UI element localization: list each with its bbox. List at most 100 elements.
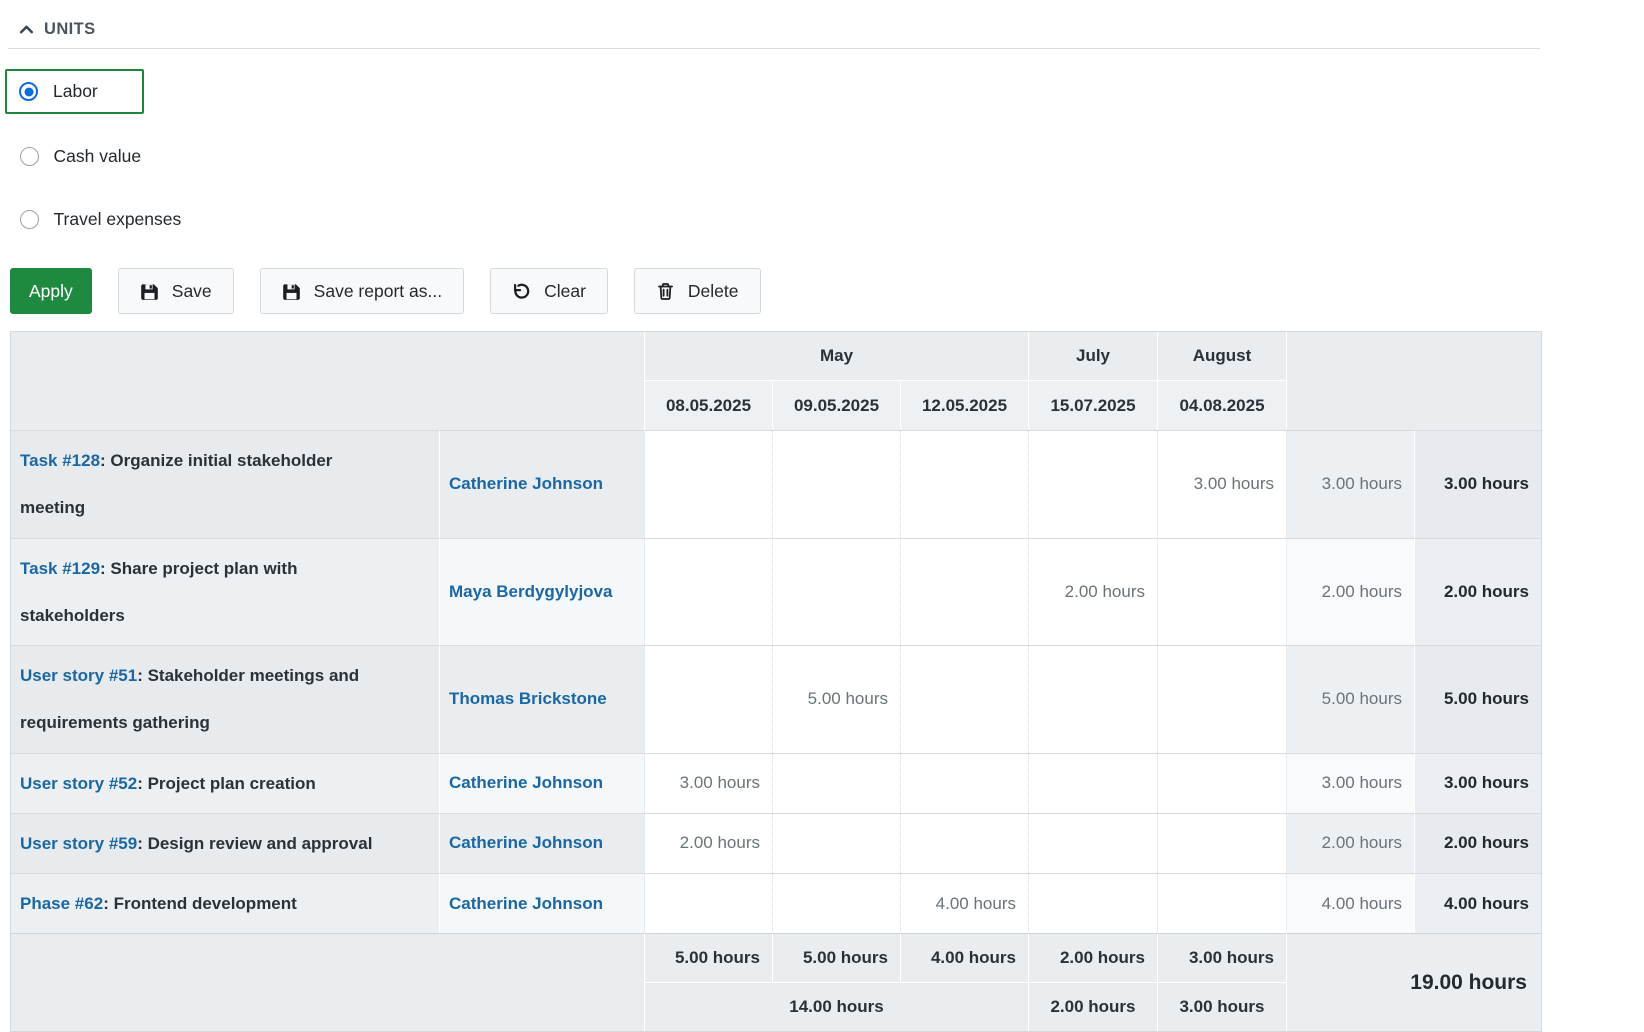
radio-cash-value[interactable] [19, 147, 39, 166]
radio-label-cash-value: Cash value [53, 146, 142, 166]
row-subtotal: 4.00 hours [1286, 873, 1414, 934]
assignee-link[interactable]: Catherine Johnson [449, 773, 603, 793]
radio-label-travel-expenses: Travel expenses [53, 209, 182, 229]
hours-cell: 2.00 hours [1028, 537, 1157, 645]
save-icon [140, 282, 159, 301]
hours-cell: 3.00 hours [1157, 430, 1286, 538]
entry-title: : Design review and approval [137, 833, 373, 853]
radio-option-cash-value[interactable]: Cash value [19, 136, 1644, 177]
hours-cell [772, 430, 900, 538]
save-as-icon [282, 282, 301, 301]
focus-ring: Labor [5, 69, 144, 114]
units-section-title: UNITS [44, 20, 96, 38]
monthly-total-july: 2.00 hours [1028, 982, 1157, 1032]
assignee-link[interactable]: Catherine Johnson [449, 474, 603, 494]
date-header: 15.07.2025 [1028, 380, 1157, 430]
date-header: 08.05.2025 [644, 380, 772, 430]
month-header-august: August [1157, 332, 1286, 380]
units-radio-group: Labor Cash value Travel expenses [5, 69, 1644, 240]
row-total: 3.00 hours [1414, 752, 1541, 813]
hours-cell: 4.00 hours [900, 873, 1028, 934]
header-totals-blank-cell [1286, 332, 1541, 430]
work-package-link[interactable]: Task #129 [20, 558, 101, 578]
work-package-link[interactable]: Task #128 [20, 451, 101, 470]
hours-cell [900, 537, 1028, 645]
hours-cell [644, 873, 772, 934]
radio-option-labor[interactable]: Labor [5, 69, 1644, 114]
row-subtotal: 5.00 hours [1286, 645, 1414, 753]
clear-button[interactable]: Clear [490, 268, 608, 314]
report-toolbar: Apply Save Save report as... Clear Delet… [10, 268, 1644, 314]
hours-cell [1028, 812, 1157, 873]
collapse-chevron-up-icon[interactable] [18, 21, 35, 38]
delete-label: Delete [687, 280, 739, 301]
hours-cell [1028, 752, 1157, 813]
save-button[interactable]: Save [117, 268, 234, 314]
hours-cell [900, 430, 1028, 538]
radio-label-labor: Labor [53, 81, 98, 101]
work-package-link[interactable]: User story #51 [20, 666, 138, 685]
entry-title: : Organize initial stakeholder meeting [20, 451, 333, 518]
month-header-july: July [1028, 332, 1157, 380]
row-total: 3.00 hours [1414, 430, 1541, 538]
row-subtotal: 2.00 hours [1286, 537, 1414, 645]
radio-labor[interactable] [19, 82, 38, 101]
row-total: 4.00 hours [1414, 873, 1541, 934]
hours-cell [644, 430, 772, 538]
delete-button[interactable]: Delete [633, 268, 761, 314]
table-row: User story #59: Design review and approv… [11, 812, 1541, 873]
hours-cell [1157, 752, 1286, 813]
hours-cell [900, 645, 1028, 753]
grand-total: 19.00 hours [1286, 933, 1541, 1032]
work-package-link[interactable]: Phase #62 [20, 894, 104, 913]
row-total: 5.00 hours [1414, 645, 1541, 753]
hours-cell [1157, 812, 1286, 873]
work-package-link[interactable]: User story #52 [20, 773, 138, 793]
table-row: Task #129: Share project plan with stake… [11, 537, 1541, 645]
row-total: 2.00 hours [1414, 812, 1541, 873]
apply-button[interactable]: Apply [10, 268, 92, 314]
clear-label: Clear [544, 280, 586, 301]
hours-cell: 2.00 hours [644, 812, 772, 873]
header-corner-cell [11, 332, 644, 430]
assignee-link[interactable]: Maya Berdygylyjova [449, 581, 613, 601]
hours-cell [1028, 645, 1157, 753]
daily-total: 4.00 hours [900, 933, 1028, 983]
save-report-as-button[interactable]: Save report as... [259, 268, 465, 314]
daily-total: 5.00 hours [644, 933, 772, 983]
units-divider [8, 48, 1540, 49]
hours-cell [1157, 645, 1286, 753]
undo-icon [512, 282, 531, 301]
hours-cell [1028, 430, 1157, 538]
save-report-as-label: Save report as... [313, 280, 443, 301]
date-header: 12.05.2025 [900, 380, 1028, 430]
hours-cell: 3.00 hours [644, 752, 772, 813]
entry-title: : Frontend development [103, 894, 297, 913]
daily-total: 3.00 hours [1157, 933, 1286, 983]
entry-title: : Project plan creation [137, 773, 316, 793]
row-subtotal: 3.00 hours [1286, 430, 1414, 538]
monthly-total-august: 3.00 hours [1157, 982, 1286, 1032]
monthly-total-may: 14.00 hours [644, 982, 1028, 1032]
row-subtotal: 3.00 hours [1286, 752, 1414, 813]
assignee-link[interactable]: Thomas Brickstone [449, 689, 607, 709]
trash-icon [656, 282, 675, 301]
assignee-link[interactable]: Catherine Johnson [449, 893, 603, 913]
cost-report-table: May July August 08.05.2025 09.05.2025 12… [10, 331, 1542, 1032]
hours-cell [772, 812, 900, 873]
hours-cell [1028, 873, 1157, 934]
work-package-link[interactable]: User story #59 [20, 833, 138, 853]
entry-title: : Share project plan with stakeholders [20, 558, 298, 625]
entry-title: : Stakeholder meetings and requirements … [20, 666, 360, 733]
month-header-may: May [644, 332, 1028, 380]
radio-travel-expenses[interactable] [19, 210, 39, 229]
daily-total: 5.00 hours [772, 933, 900, 983]
assignee-link[interactable]: Catherine Johnson [449, 833, 603, 853]
date-header: 09.05.2025 [772, 380, 900, 430]
radio-option-travel-expenses[interactable]: Travel expenses [19, 199, 1644, 240]
hours-cell [644, 537, 772, 645]
units-section-header[interactable]: UNITS [18, 20, 1644, 39]
table-row: User story #51: Stakeholder meetings and… [11, 645, 1541, 753]
date-header: 04.08.2025 [1157, 380, 1286, 430]
footer-blank-cell [11, 933, 644, 1032]
